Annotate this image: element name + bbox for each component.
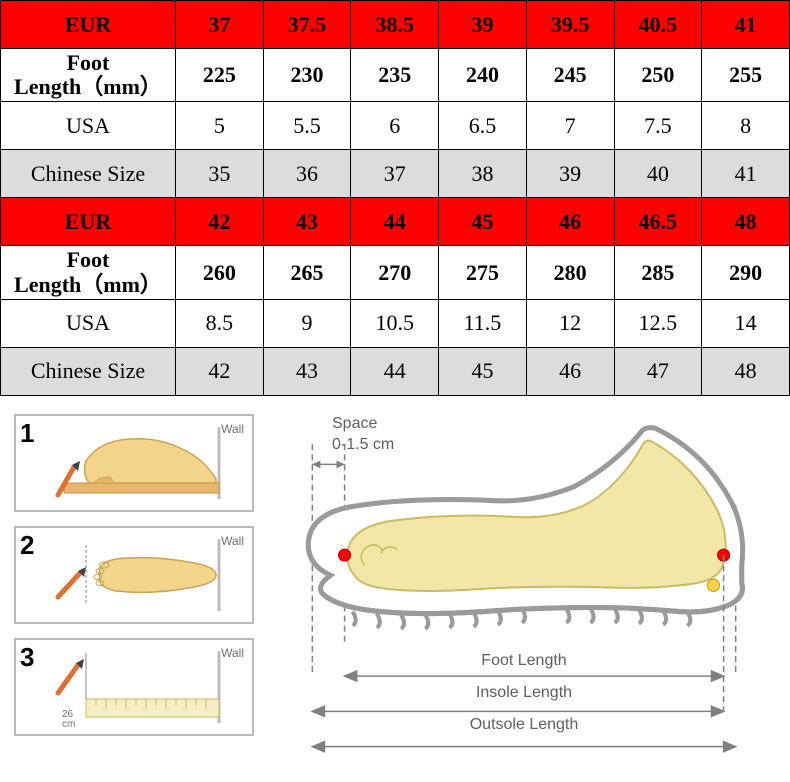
size-cell: 285 <box>614 246 702 299</box>
size-cell: 255 <box>702 49 790 102</box>
step-3: 3 Wall 26 cm <box>14 638 254 736</box>
step-number: 3 <box>20 642 34 673</box>
step-number: 1 <box>20 418 34 449</box>
table-row: Chinese Size42434445464748 <box>1 347 790 395</box>
wall-label: Wall <box>221 534 244 548</box>
size-cell: 5 <box>176 102 264 150</box>
size-cell: 5.5 <box>263 102 351 150</box>
outsole-length-label: Outsole Length <box>470 716 579 734</box>
size-cell: 46 <box>526 198 614 246</box>
size-cell: 6 <box>351 102 439 150</box>
size-cell: 8.5 <box>176 299 264 347</box>
size-cell: 38 <box>439 150 527 198</box>
step-number: 2 <box>20 530 34 561</box>
size-cell: 8 <box>702 102 790 150</box>
shoe-cross-section-icon <box>272 414 776 757</box>
size-cell: 41 <box>702 1 790 49</box>
table-row: FootLength（mm）260265270275280285290 <box>1 246 790 299</box>
size-cell: 10.5 <box>351 299 439 347</box>
row-label: FootLength（mm） <box>1 49 176 102</box>
size-cell: 44 <box>351 198 439 246</box>
size-cell: 46 <box>526 347 614 395</box>
size-cell: 235 <box>351 49 439 102</box>
row-label: EUR <box>1 198 176 246</box>
row-label: EUR <box>1 1 176 49</box>
size-cell: 14 <box>702 299 790 347</box>
size-cell: 47 <box>614 347 702 395</box>
size-cell: 48 <box>702 198 790 246</box>
row-label: Chinese Size <box>1 150 176 198</box>
size-cell: 45 <box>439 347 527 395</box>
size-cell: 265 <box>263 246 351 299</box>
row-label: FootLength（mm） <box>1 246 176 299</box>
size-cell: 290 <box>702 246 790 299</box>
row-label: USA <box>1 102 176 150</box>
size-cell: 40 <box>614 150 702 198</box>
space-label: Space 0-1.5 cm <box>332 414 394 456</box>
foot-side-icon <box>44 423 234 503</box>
size-cell: 43 <box>263 347 351 395</box>
bottom-section: 1 Wall 2 Wall <box>0 396 790 772</box>
size-cell: 245 <box>526 49 614 102</box>
size-cell: 40.5 <box>614 1 702 49</box>
size-cell: 11.5 <box>439 299 527 347</box>
size-cell: 42 <box>176 347 264 395</box>
size-cell: 250 <box>614 49 702 102</box>
size-cell: 43 <box>263 198 351 246</box>
size-cell: 42 <box>176 198 264 246</box>
size-chart-table: EUR3737.538.53939.540.541FootLength（mm）2… <box>0 0 790 396</box>
wall-label: Wall <box>221 646 244 660</box>
size-cell: 37 <box>176 1 264 49</box>
table-row: EUR3737.538.53939.540.541 <box>1 1 790 49</box>
insole-length-label: Insole Length <box>476 684 572 702</box>
foot-length-label: Foot Length <box>481 652 566 670</box>
size-cell: 280 <box>526 246 614 299</box>
size-cell: 230 <box>263 49 351 102</box>
size-cell: 270 <box>351 246 439 299</box>
size-cell: 38.5 <box>351 1 439 49</box>
size-cell: 44 <box>351 347 439 395</box>
wall-label: Wall <box>221 422 244 436</box>
row-label: Chinese Size <box>1 347 176 395</box>
size-cell: 240 <box>439 49 527 102</box>
row-label: USA <box>1 299 176 347</box>
size-cell: 12 <box>526 299 614 347</box>
size-cell: 225 <box>176 49 264 102</box>
size-cell: 39 <box>526 150 614 198</box>
size-cell: 39 <box>439 1 527 49</box>
table-row: USA8.5910.511.51212.514 <box>1 299 790 347</box>
size-cell: 37.5 <box>263 1 351 49</box>
ruler-reading: 26 cm <box>62 710 75 730</box>
table-row: USA55.566.577.58 <box>1 102 790 150</box>
shoe-diagram: Space 0-1.5 cm <box>272 414 776 762</box>
size-cell: 7.5 <box>614 102 702 150</box>
size-cell: 36 <box>263 150 351 198</box>
size-cell: 46.5 <box>614 198 702 246</box>
step-2: 2 Wall <box>14 526 254 624</box>
size-cell: 48 <box>702 347 790 395</box>
size-cell: 12.5 <box>614 299 702 347</box>
table-row: EUR424344454646.548 <box>1 198 790 246</box>
size-cell: 35 <box>176 150 264 198</box>
step-1: 1 Wall <box>14 414 254 512</box>
foot-top-icon <box>44 535 234 615</box>
size-cell: 37 <box>351 150 439 198</box>
size-cell: 7 <box>526 102 614 150</box>
size-cell: 41 <box>702 150 790 198</box>
table-row: Chinese Size35363738394041 <box>1 150 790 198</box>
table-row: FootLength（mm）225230235240245250255 <box>1 49 790 102</box>
measurement-steps: 1 Wall 2 Wall <box>14 414 254 762</box>
size-cell: 275 <box>439 246 527 299</box>
size-cell: 260 <box>176 246 264 299</box>
size-cell: 39.5 <box>526 1 614 49</box>
size-cell: 9 <box>263 299 351 347</box>
size-cell: 6.5 <box>439 102 527 150</box>
size-cell: 45 <box>439 198 527 246</box>
